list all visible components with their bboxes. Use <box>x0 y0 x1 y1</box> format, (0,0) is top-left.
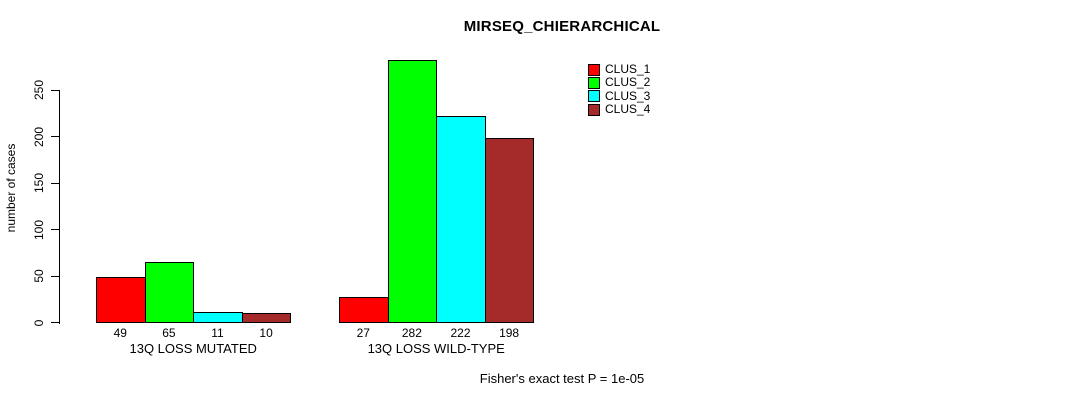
legend-label: CLUS_3 <box>605 88 651 103</box>
legend-item: CLUS_1 <box>588 63 650 76</box>
y-axis-tick <box>51 182 59 184</box>
bar-clus_1 <box>96 276 146 324</box>
x-axis-group-label: 13Q LOSS MUTATED <box>129 341 257 356</box>
bar-value-label: 65 <box>162 326 176 340</box>
y-axis-tick <box>51 89 59 91</box>
legend-swatch-clus_1 <box>588 63 600 76</box>
legend-item: CLUS_4 <box>588 103 650 116</box>
legend-swatch-clus_2 <box>588 76 600 89</box>
y-axis-tick-label: 0 <box>31 319 46 326</box>
y-axis-tick-label: 150 <box>31 172 46 194</box>
bar-clus_2 <box>387 60 438 324</box>
y-axis-label: number of cases <box>4 143 18 233</box>
legend-label: CLUS_2 <box>605 75 651 90</box>
y-axis-line <box>59 90 60 324</box>
bar-value-label: 282 <box>401 326 422 340</box>
bar-value-label: 27 <box>356 326 370 340</box>
bar-clus_3 <box>436 116 486 324</box>
y-axis-tick <box>51 275 59 277</box>
legend-label: CLUS_1 <box>605 62 651 77</box>
y-axis-tick-label: 250 <box>31 79 46 101</box>
bar-clus_1 <box>339 297 389 324</box>
legend-swatch-clus_3 <box>588 90 600 103</box>
legend-swatch-clus_4 <box>588 103 600 116</box>
bar-clus_3 <box>193 312 243 324</box>
bar-value-label: 49 <box>113 326 127 340</box>
y-axis-tick <box>51 229 59 230</box>
y-axis-tick-label: 200 <box>31 126 46 147</box>
y-axis-tick-label: 100 <box>31 219 46 240</box>
bar-value-label: 11 <box>211 326 224 340</box>
legend: CLUS_1 CLUS_2 CLUS_3 CLUS_4 <box>588 63 650 116</box>
chart-title: MIRSEQ_CHIERARCHICAL <box>463 18 661 35</box>
legend-item: CLUS_2 <box>588 76 650 89</box>
bar-clus_4 <box>241 313 292 324</box>
bar-clus_4 <box>484 138 535 324</box>
y-axis-tick-label: 50 <box>31 269 46 283</box>
y-axis-tick <box>51 322 59 323</box>
fisher-test-annotation: Fisher's exact test P = 1e-05 <box>479 371 645 386</box>
x-axis-group-label: 13Q LOSS WILD-TYPE <box>367 341 505 356</box>
legend-label: CLUS_4 <box>605 102 651 117</box>
legend-item: CLUS_3 <box>588 88 651 103</box>
bar-value-label: 10 <box>259 326 273 340</box>
bar-clus_2 <box>144 262 195 324</box>
bar-value-label: 222 <box>450 326 471 340</box>
y-axis-tick <box>51 136 59 137</box>
bar-value-label: 198 <box>499 326 520 340</box>
